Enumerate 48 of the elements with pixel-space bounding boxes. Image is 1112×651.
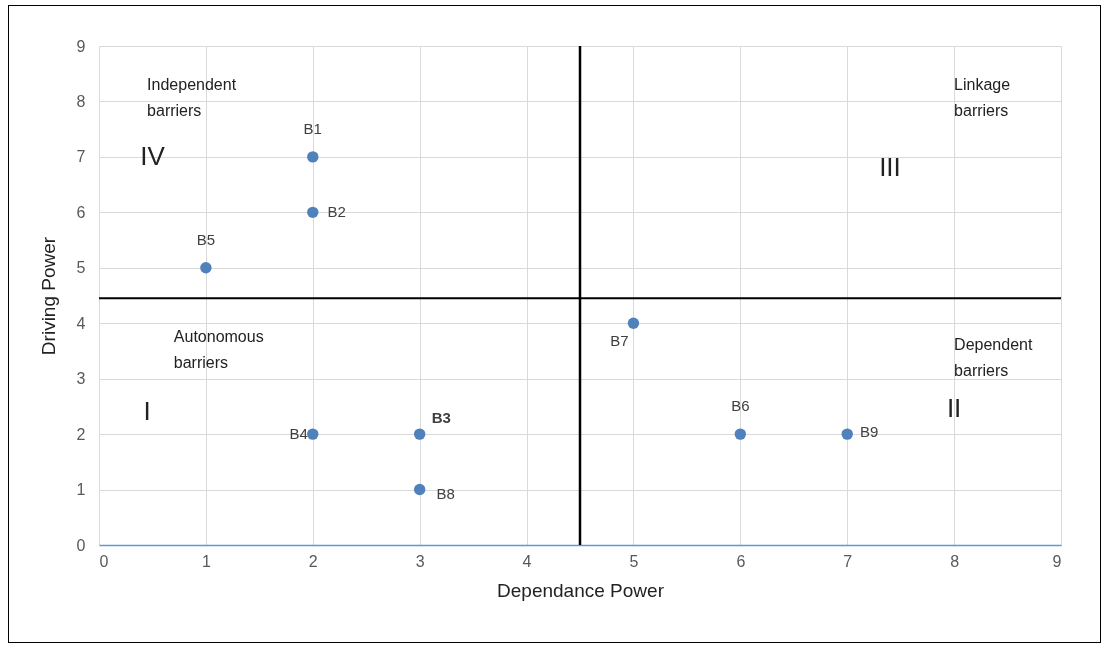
annotation: B7 — [610, 332, 629, 350]
annotation: Autonomous barriers — [173, 328, 264, 372]
point — [841, 428, 853, 440]
x-tick-label: 0 — [99, 552, 109, 570]
y-tick-label: 9 — [76, 37, 86, 55]
x-tick-label: 5 — [629, 552, 639, 570]
x-tick-label: 2 — [308, 552, 318, 570]
y-tick-label: 3 — [76, 370, 86, 388]
point — [413, 483, 426, 496]
annotation: B4 — [289, 425, 308, 443]
y-tick-label: 5 — [76, 259, 86, 277]
point — [734, 428, 747, 440]
x-tick-label: 6 — [736, 552, 746, 570]
y-tick-label: 6 — [76, 203, 86, 221]
y-tick-label: 8 — [76, 92, 86, 110]
annotation: B9 — [860, 423, 879, 441]
annotation: Independent barriers — [147, 75, 237, 119]
annotation: II — [946, 393, 962, 424]
y-axis-title: Driving Power — [37, 236, 59, 356]
annotation: Dependent barriers — [954, 336, 1033, 380]
point — [413, 428, 426, 440]
x-tick-label: 9 — [1052, 552, 1062, 570]
y-tick-label: 2 — [76, 425, 86, 443]
annotation: B3 — [431, 409, 451, 427]
annotation: IV — [140, 140, 166, 171]
annotation: I — [143, 395, 151, 426]
annotation: B2 — [327, 203, 346, 221]
y-tick-label: 7 — [76, 148, 86, 166]
annotation: B1 — [303, 119, 322, 137]
annotation: Linkage barriers — [954, 75, 1011, 119]
x-tick-label: 7 — [843, 552, 853, 570]
point — [627, 317, 640, 329]
x-tick-label: 3 — [415, 552, 425, 570]
annotation: B5 — [196, 230, 216, 248]
annotation: B6 — [731, 397, 750, 415]
y-tick-label: 0 — [76, 536, 86, 554]
y-tick-label: 4 — [76, 314, 86, 332]
y-tick-label: 1 — [76, 481, 86, 499]
point — [307, 428, 319, 440]
point — [307, 151, 319, 163]
point — [307, 206, 319, 219]
x-tick-label: 1 — [201, 552, 211, 570]
x-tick-label: 8 — [950, 552, 960, 570]
annotation: B8 — [436, 484, 455, 502]
point — [200, 262, 212, 274]
annotation: III — [879, 151, 901, 182]
x-axis-title: Dependance Power — [497, 579, 665, 601]
x-tick-label: 4 — [522, 552, 532, 570]
